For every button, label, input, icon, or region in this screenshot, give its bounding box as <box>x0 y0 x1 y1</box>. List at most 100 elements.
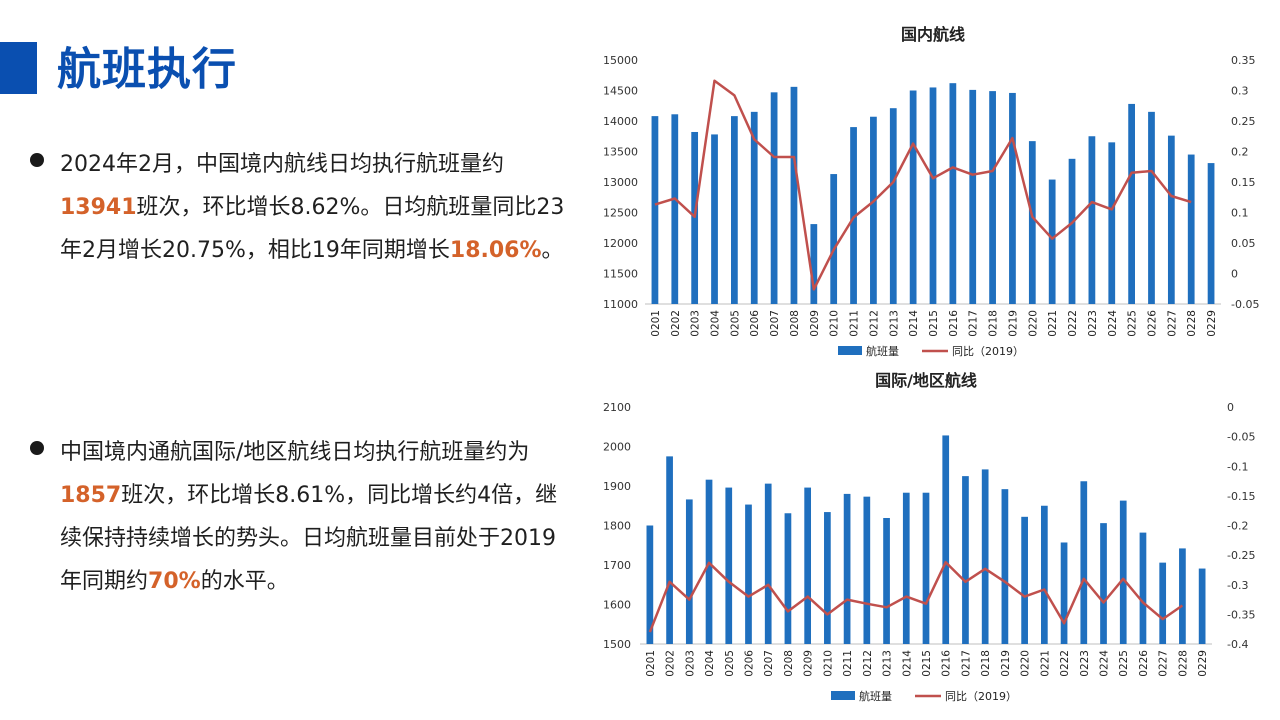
y-right-tick-label: -0.15 <box>1227 490 1255 503</box>
bullet-dot-icon <box>30 441 44 455</box>
bullet-text-segment: 。 <box>541 238 564 263</box>
bar <box>909 90 917 304</box>
x-tick-label: 0228 <box>1177 650 1189 677</box>
y-left-tick-label: 1600 <box>603 599 631 612</box>
bar <box>949 83 957 305</box>
bar <box>764 483 772 644</box>
bullet-domestic: 2024年2月，中国境内航线日均执行航班量约 13941班次，环比增长8.62%。… <box>30 143 570 272</box>
bar <box>711 134 718 304</box>
legend-line-label: 同比（2019） <box>945 690 1017 703</box>
bar <box>824 512 831 644</box>
y-right-tick-label: 0.05 <box>1231 237 1256 250</box>
bar <box>981 469 989 644</box>
x-tick-label: 0213 <box>888 310 900 337</box>
bar <box>850 127 857 304</box>
bar <box>1068 158 1076 304</box>
x-tick-label: 0225 <box>1118 650 1130 677</box>
y-left-tick-label: 2100 <box>603 401 631 414</box>
bar <box>804 487 812 644</box>
x-tick-label: 0222 <box>1059 650 1071 677</box>
bar <box>989 91 996 304</box>
y-right-tick-label: 0 <box>1227 401 1234 414</box>
x-tick-label: 0206 <box>743 650 755 677</box>
bullet-text-segment: 的水平。 <box>200 569 289 594</box>
x-tick-label: 0212 <box>868 310 880 337</box>
bar <box>651 116 659 305</box>
bar <box>929 87 937 304</box>
x-tick-label: 0229 <box>1206 310 1218 337</box>
bar <box>1100 523 1107 644</box>
y-right-tick-label: 0.25 <box>1231 115 1256 128</box>
x-tick-label: 0205 <box>729 310 741 337</box>
x-tick-label: 0213 <box>882 650 894 677</box>
x-tick-label: 0227 <box>1158 650 1170 677</box>
bar <box>1198 568 1206 644</box>
bar <box>646 525 654 644</box>
x-tick-label: 0223 <box>1087 310 1099 337</box>
legend-bar-label: 航班量 <box>859 689 892 703</box>
x-tick-label: 0222 <box>1067 310 1079 337</box>
bar <box>922 492 930 644</box>
bar <box>843 493 851 644</box>
x-tick-label: 0205 <box>724 650 736 677</box>
bar <box>1048 179 1056 304</box>
x-tick-label: 0210 <box>829 310 841 337</box>
bar <box>1187 154 1195 304</box>
bar <box>1207 163 1215 304</box>
bar <box>784 513 792 644</box>
x-tick-label: 0208 <box>783 650 795 677</box>
x-tick-label: 0216 <box>941 650 953 677</box>
x-tick-label: 0204 <box>710 310 722 337</box>
bar <box>671 114 679 304</box>
y-right-tick-label: 0.15 <box>1231 176 1256 189</box>
bar <box>902 492 910 644</box>
chart-international: 国际/地区航线 1500 1600 1700 1800 1900 2000 2100 -0.4 -… <box>595 365 1270 715</box>
x-tick-label: 0211 <box>842 650 854 677</box>
y-left-tick-label: 14500 <box>603 85 638 98</box>
chart-title: 国际/地区航线 <box>875 371 977 390</box>
y-left-tick-label: 1700 <box>603 559 631 572</box>
bar <box>731 116 738 305</box>
y-right-tick-label: -0.3 <box>1227 579 1248 592</box>
bullet-international: 中国境内通航国际/地区航线日均执行航班量约为 1857班次，环比增长8.61%，同… <box>30 431 570 603</box>
series-line <box>648 560 1184 633</box>
x-tick-label: 0212 <box>862 650 874 677</box>
bar <box>962 476 969 644</box>
x-tick-label: 0216 <box>948 310 960 337</box>
bar <box>1128 103 1135 304</box>
bar <box>1167 135 1175 304</box>
y-right-tick-label: -0.1 <box>1227 460 1248 473</box>
y-right-tick-label: -0.25 <box>1227 549 1255 562</box>
y-right-tick-label: -0.35 <box>1227 608 1255 621</box>
y-left-tick-label: 11000 <box>603 298 638 311</box>
x-tick-label: 0215 <box>921 650 933 677</box>
bullet-text-segment: 中国境内通航国际/地区航线日均执行航班量约为 <box>60 440 530 465</box>
x-tick-label: 0223 <box>1079 650 1091 677</box>
x-tick-label: 0202 <box>670 310 682 337</box>
x-tick-label: 0207 <box>763 650 775 677</box>
bullet-text-segment: 班次，环比增长8.61%，同比增长约4倍，继续保持持续增长的势头。日均航班量目前… <box>60 483 558 594</box>
highlight-value: 1857 <box>60 483 122 508</box>
y-right-tick-label: 0.35 <box>1231 54 1256 67</box>
x-tick-label: 0220 <box>1020 650 1032 677</box>
x-tick-label: 0209 <box>803 650 815 677</box>
highlight-value: 70% <box>148 569 201 594</box>
y-left-tick-label: 12000 <box>603 237 638 250</box>
bar <box>969 89 977 304</box>
bar <box>1119 500 1127 644</box>
bullet-dot-icon <box>30 153 44 167</box>
bar <box>1001 489 1009 644</box>
bar <box>1060 542 1068 644</box>
bar <box>1108 142 1116 304</box>
y-right-tick-label: 0.3 <box>1231 85 1249 98</box>
y-right-tick-label: 0 <box>1231 268 1238 281</box>
chart-domestic-svg: 国内航线 11000 11500 12000 12500 13000 13500 14000 1… <box>603 25 1259 358</box>
bar <box>1139 532 1147 644</box>
y-right-tick-label: -0.05 <box>1231 298 1259 311</box>
bar <box>725 487 733 644</box>
x-tick-label: 0203 <box>690 310 702 337</box>
x-tick-label: 0202 <box>665 650 677 677</box>
bar <box>889 108 897 304</box>
x-tick-label: 0210 <box>822 650 834 677</box>
title-accent-bar <box>0 42 37 94</box>
